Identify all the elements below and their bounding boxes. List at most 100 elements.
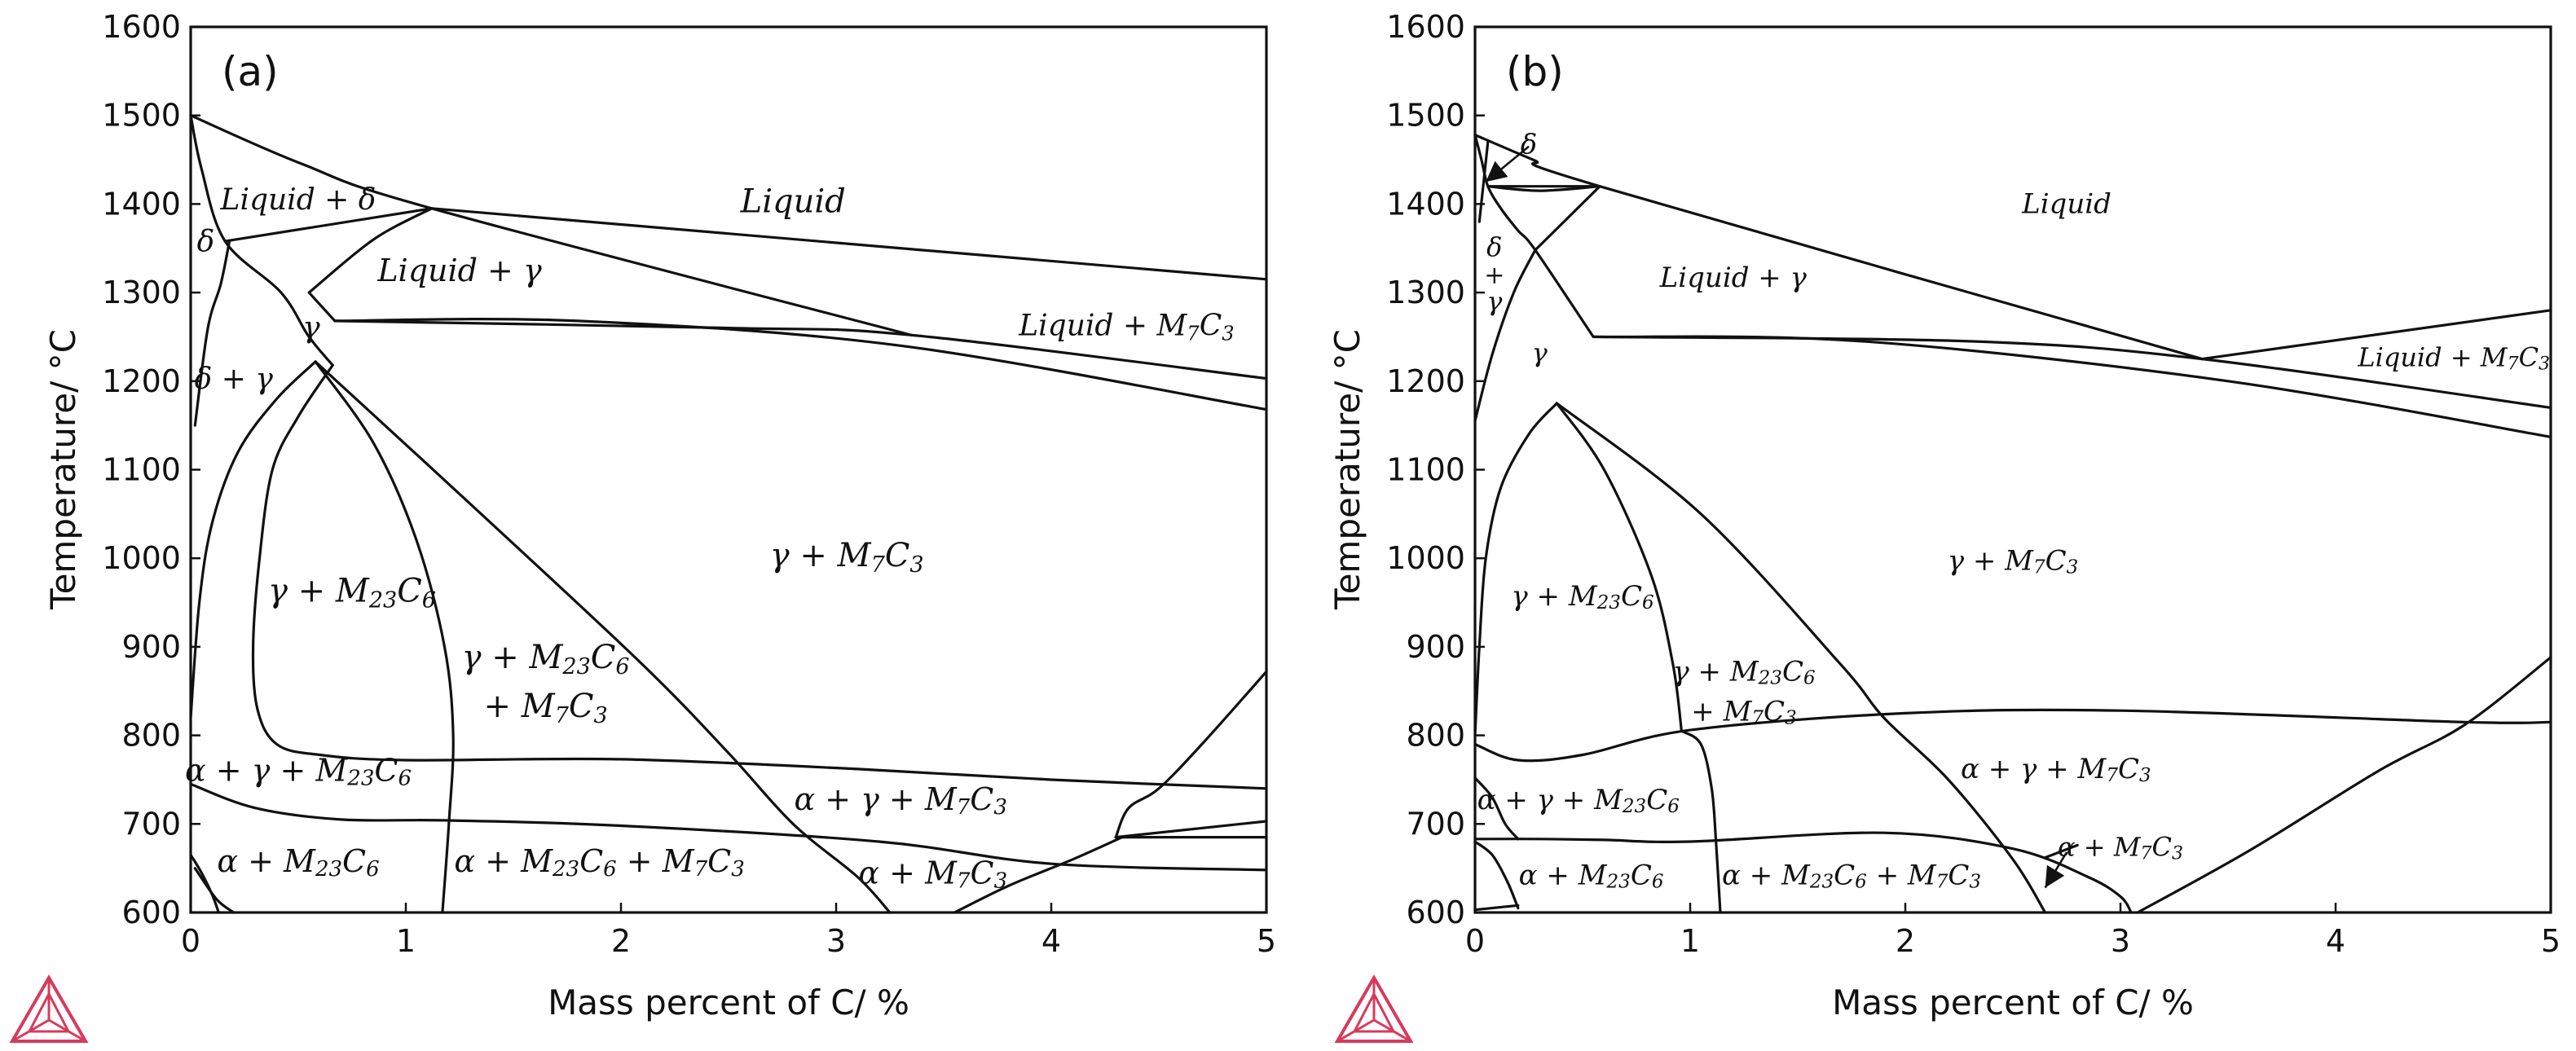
region-label: γ + M23​C6​ — [1511, 580, 1653, 613]
x-tick-label: 4 — [1041, 923, 1061, 959]
x-tick-label: 1 — [1680, 923, 1700, 959]
phase-boundary — [251, 363, 1268, 790]
y-tick-label: 1600 — [102, 9, 181, 45]
x-axis-label-a: Mass percent of C/ % — [548, 983, 909, 1022]
y-tick-label: 900 — [121, 629, 181, 665]
y-tick-label: 1200 — [1386, 363, 1465, 399]
phase-boundary — [953, 836, 1124, 914]
y-tick-label: 1300 — [102, 275, 181, 310]
phase-boundary — [223, 207, 434, 243]
x-tick-label: 1 — [396, 923, 416, 959]
y-tick-label: 600 — [1406, 895, 1465, 930]
phase-boundary — [314, 360, 455, 914]
y-tick-label: 900 — [1406, 629, 1465, 665]
phase-boundary — [189, 782, 1268, 872]
region-label: δ — [197, 225, 215, 258]
phase-boundary — [333, 318, 1268, 411]
phase-boundary — [1473, 134, 1595, 338]
region-label: δ — [1521, 129, 1537, 161]
phase-boundary — [1555, 402, 1683, 732]
y-tick-label: 1500 — [1386, 98, 1465, 134]
y-tick-label: 800 — [121, 718, 181, 754]
region-label: δ — [1486, 231, 1502, 262]
phase-boundary — [1114, 820, 1268, 839]
region-label: Liquid — [740, 182, 846, 220]
x-tick-label: 0 — [181, 923, 200, 959]
x-tick-label: 5 — [1257, 923, 1276, 959]
phase-boundary — [1473, 904, 1520, 912]
y-tick-label: 1000 — [1386, 540, 1465, 576]
region-label: γ — [302, 311, 320, 345]
y-tick-label: 700 — [121, 806, 181, 842]
label-arrow — [1485, 145, 1530, 183]
y-tick-label: 1500 — [102, 98, 181, 134]
phase-boundary — [1473, 402, 1558, 737]
phase-boundary — [1477, 140, 1490, 223]
region-label: Liquid + δ — [220, 183, 376, 217]
region-label: Liquid + γ — [1659, 262, 1808, 294]
x-tick-label: 2 — [1896, 923, 1915, 959]
y-tick-label: 1100 — [1386, 452, 1465, 488]
x-ticks-a: 0 1 2 3 4 5 — [181, 903, 1276, 959]
phase-boundary — [1473, 840, 1520, 910]
y-tick-label: 1300 — [1386, 275, 1465, 310]
x-tick-label: 3 — [826, 923, 846, 959]
region-label: γ + M23​C6​ — [462, 639, 630, 679]
region-label: Liquid — [2021, 188, 2111, 221]
x-tick-label: 4 — [2326, 923, 2345, 959]
plot-area-a: Liquid Liquid + δδ Liquid + γ γ δ + γ Liquid … — [102, 9, 1276, 959]
phase-boundary — [1680, 729, 1722, 914]
region-label: α + γ + M23​C6​ — [185, 752, 412, 791]
phase-boundary — [1486, 185, 1601, 192]
x-axis-label-b: Mass percent of C/ % — [1832, 983, 2194, 1022]
phase-boundary — [189, 360, 317, 719]
y-axis-label-b: Temperature/ °C — [1328, 329, 1367, 610]
phase-boundary — [307, 291, 337, 323]
phase-boundary — [193, 240, 231, 427]
panel-label-b: (b) — [1506, 48, 1564, 95]
region-label: α + γ + M23​C6​ — [1477, 784, 1680, 817]
phase-boundary — [1473, 248, 1537, 423]
phase-boundary — [189, 853, 220, 914]
region-label: γ — [1486, 286, 1503, 317]
region-label: α + γ + M7​C3​ — [794, 781, 1006, 820]
y-tick-label: 1600 — [1386, 9, 1465, 45]
region-label: + — [1484, 262, 1504, 290]
phase-boundary — [189, 114, 334, 367]
y-tick-label: 700 — [1406, 806, 1465, 842]
phase-boundary — [307, 207, 434, 294]
y-ticks-b: 600 700 800 900 1000 1100 1200 1300 1400 1500 1600 — [1386, 9, 1485, 930]
y-tick-label: 1000 — [102, 540, 181, 576]
x-tick-label: 3 — [2111, 923, 2130, 959]
thermo-calc-logo-a — [9, 974, 89, 1043]
y-axis-label-a: Temperature/ °C — [43, 329, 83, 610]
phase-boundaries-a — [189, 114, 1268, 914]
phase-boundary — [333, 319, 1268, 380]
region-label: + M7​C3​ — [1691, 695, 1796, 728]
y-ticks-a: 600 700 800 900 1000 1100 1200 1300 1400 1500 1600 — [102, 9, 200, 930]
phase-boundary — [193, 867, 236, 914]
region-label: α + M23​C6​ + M7​C3​ — [1722, 860, 1981, 893]
region-label: γ + M7​C3​ — [1948, 545, 2079, 578]
phase-boundary — [189, 114, 913, 336]
y-tick-label: 1400 — [102, 186, 181, 222]
phase-boundary — [430, 207, 1268, 281]
region-label: α + M7​C3​ — [858, 855, 1007, 894]
region-labels-a: Liquid Liquid + δδ Liquid + γ γ δ + γ Liquid … — [185, 182, 1235, 893]
region-label: γ + M23​C6​ — [1672, 656, 1815, 689]
phase-boundary — [2044, 843, 2079, 860]
region-label: γ — [1532, 337, 1548, 368]
y-tick-label: 800 — [1406, 718, 1465, 754]
y-tick-label: 600 — [121, 895, 181, 930]
panel-a: Liquid Liquid + δδ Liquid + γ γ δ + γ Liquid … — [9, 9, 1276, 1043]
phase-boundary — [1592, 335, 2552, 438]
y-tick-label: 1400 — [1386, 186, 1465, 222]
x-tick-label: 2 — [611, 923, 631, 959]
region-label: α + M23​C6​ — [1519, 860, 1664, 893]
phase-boundary — [1473, 708, 2552, 763]
region-label: δ + γ — [195, 363, 274, 396]
x-tick-label: 5 — [2541, 923, 2561, 959]
